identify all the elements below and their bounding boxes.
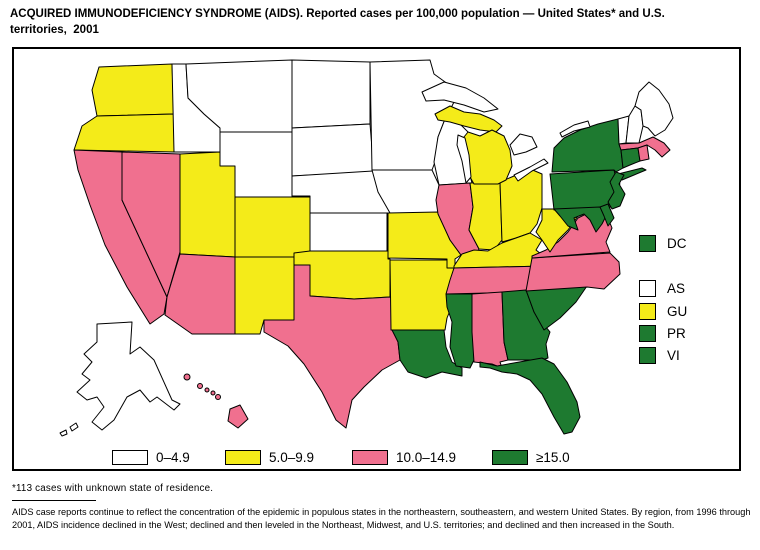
state-hawaii-island	[204, 387, 210, 393]
us-choropleth-map	[59, 59, 674, 437]
state-indiana	[468, 181, 503, 251]
lake-erie	[513, 158, 549, 182]
state-north-dakota	[291, 59, 371, 129]
state-new-jersey	[607, 171, 626, 210]
state-florida	[479, 357, 581, 435]
state-delaware	[599, 203, 615, 227]
state-hawaii-island	[210, 390, 216, 396]
state-alaska	[76, 321, 181, 431]
state-louisiana	[391, 329, 463, 379]
state-connecticut	[620, 147, 641, 169]
state-arkansas	[389, 259, 456, 331]
state-utah	[179, 151, 236, 258]
state-hawaii-island	[215, 394, 221, 400]
separator-rule	[12, 500, 96, 501]
state-hawaii-big-island	[227, 404, 249, 429]
state-washington	[91, 63, 175, 117]
state-hawaii-island	[183, 373, 191, 381]
map-frame: DC AS GU PR VI 0–4.9	[12, 47, 741, 471]
state-hawaii-island	[197, 383, 203, 389]
figure-title: ACQUIRED IMMUNODEFICIENCY SYNDROME (AIDS…	[10, 8, 665, 36]
state-oregon	[73, 113, 175, 153]
lake-huron	[509, 133, 538, 156]
state-alaska-island	[69, 422, 79, 432]
state-north-carolina	[525, 252, 621, 292]
lake-superior	[421, 81, 499, 113]
state-maine	[634, 81, 674, 137]
state-new-hampshire	[625, 105, 644, 144]
state-alaska-island	[59, 429, 68, 437]
state-kansas	[309, 212, 388, 252]
figure-note: AIDS case reports continue to reflect th…	[12, 507, 751, 530]
lake-michigan	[456, 134, 472, 184]
lake-ontario	[559, 120, 591, 138]
state-colorado	[234, 196, 311, 258]
footnote: *113 cases with unknown state of residen…	[12, 483, 214, 494]
state-texas	[263, 264, 401, 429]
state-michigan-upper-peninsula	[434, 105, 503, 133]
state-rhode-island	[637, 144, 650, 162]
state-south-dakota	[291, 123, 375, 177]
